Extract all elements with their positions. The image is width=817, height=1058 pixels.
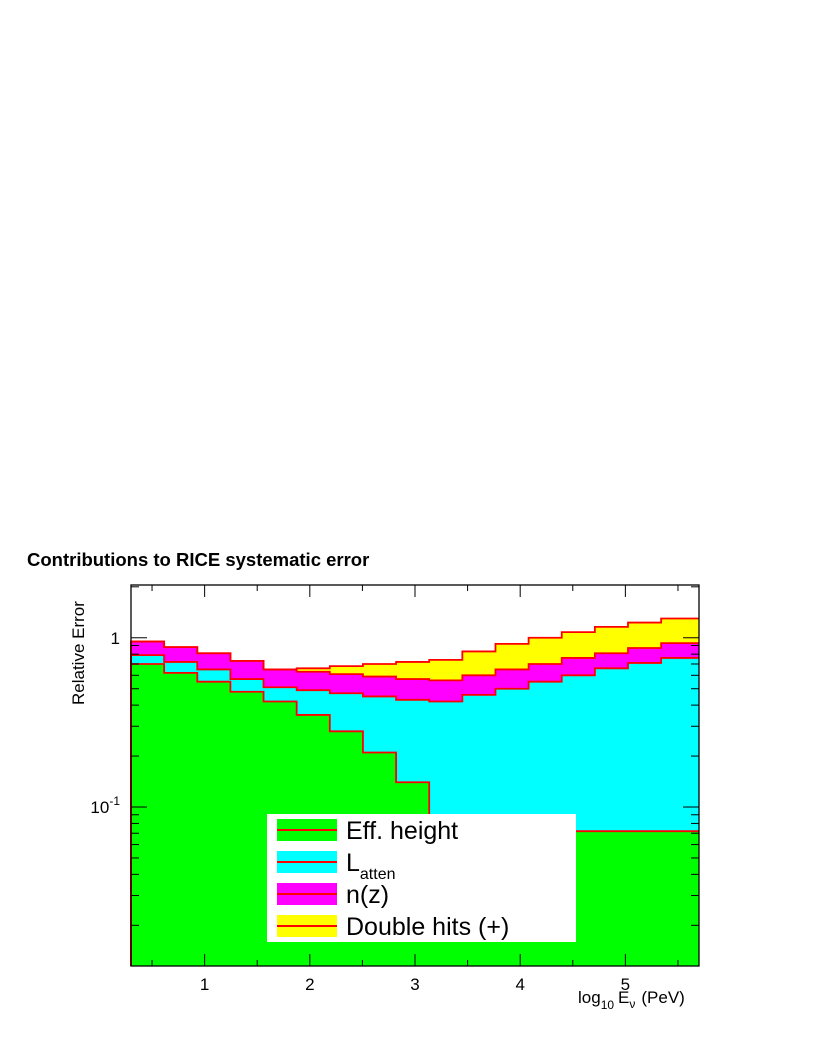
x-axis-title-log: log bbox=[578, 988, 601, 1007]
page-title: Contributions to RICE systematic error bbox=[27, 549, 370, 570]
y-tick-label: 1 bbox=[111, 629, 120, 648]
x-tick-label: 2 bbox=[305, 975, 314, 994]
legend-label: Eff. height bbox=[346, 817, 458, 845]
area-outline-series-3 bbox=[130, 617, 699, 966]
x-axis-title-unit: (PeV) bbox=[641, 988, 684, 1007]
x-axis-title-log-sub: 10 bbox=[601, 998, 615, 1012]
legend-label: Double hits (+) bbox=[346, 913, 509, 941]
x-tick-label: 4 bbox=[515, 975, 524, 994]
x-tick-label: 5 bbox=[621, 975, 630, 994]
legend-label: n(z) bbox=[346, 881, 389, 909]
x-tick-label: 3 bbox=[410, 975, 419, 994]
y-axis-title: Relative Error bbox=[69, 601, 88, 705]
y-tick-label: 10-1 bbox=[90, 794, 120, 817]
legend-label: Latten bbox=[346, 849, 396, 883]
x-axis-title: log10 Eν (PeV) bbox=[578, 988, 685, 1012]
x-tick-label: 1 bbox=[200, 975, 209, 994]
x-axis-title-var: E bbox=[618, 988, 629, 1007]
tick-group: 1 2 3 4 5 1 10-1 bbox=[90, 585, 699, 994]
area-outline-series-1 bbox=[130, 654, 699, 966]
x-axis-title-var-sub: ν bbox=[629, 997, 635, 1011]
